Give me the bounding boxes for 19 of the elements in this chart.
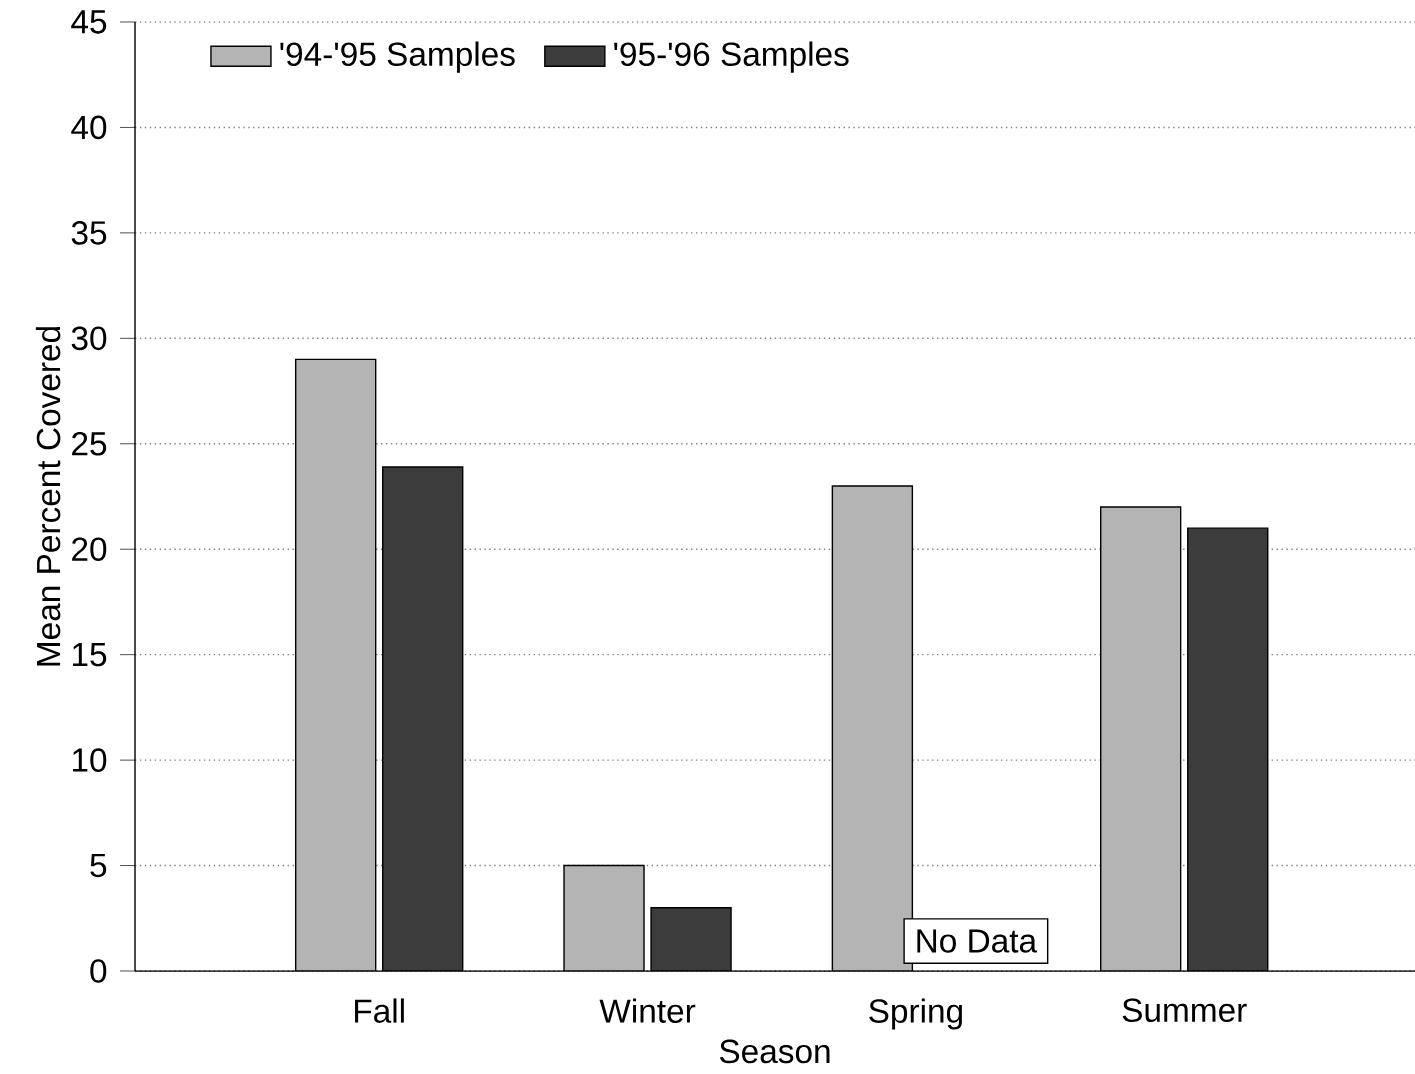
x-axis-title: Season [719, 1039, 830, 1064]
x-tick-label: Summer [1122, 998, 1247, 1023]
legend-label: '94-'95 Samples [280, 41, 515, 73]
x-tick-label: Spring [869, 998, 962, 1030]
y-tick-label: 40 [71, 115, 107, 140]
y-tick-label: 35 [71, 221, 107, 245]
y-tick-label: 20 [72, 537, 107, 562]
y-tick-label: 45 [71, 10, 107, 34]
y-tick-label: 25 [72, 431, 107, 456]
y-tick-label: 0 [90, 959, 107, 983]
y-tick-label: 10 [72, 748, 107, 772]
y-tick-label: 15 [72, 643, 107, 667]
y-tick-label: 5 [90, 853, 107, 878]
annotation: No Data [917, 929, 1038, 953]
x-tick-label: Fall [355, 998, 404, 1023]
x-tick-label: Winter [599, 998, 696, 1023]
y-tick-label: 30 [71, 326, 107, 351]
y-axis-title: Mean Percent Covered [35, 327, 61, 666]
legend-label: '95-'96 Samples [614, 41, 849, 73]
